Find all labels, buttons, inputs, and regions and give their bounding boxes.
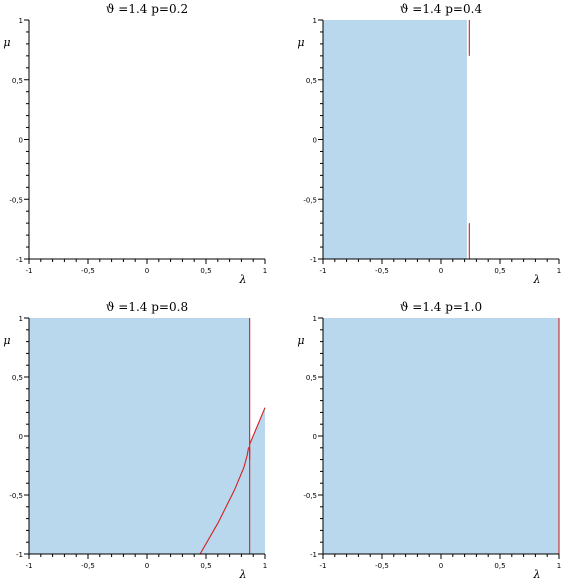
- y-tick-label: 0: [19, 137, 23, 145]
- y-tick-label: 0,5: [306, 77, 317, 85]
- y-axis-label: μ: [3, 334, 10, 347]
- x-tick-label: -0,5: [81, 267, 95, 275]
- y-tick-label: 1: [313, 17, 317, 25]
- x-axis-label: λ: [239, 273, 247, 286]
- y-axis-label: μ: [297, 36, 304, 49]
- y-tick-label: 0: [313, 433, 317, 441]
- boundary-curve: [249, 407, 266, 445]
- stable-region: [323, 318, 559, 554]
- y-tick-label: -0,5: [9, 196, 23, 204]
- y-tick-label: -0,5: [9, 492, 23, 500]
- y-tick-label: -1: [310, 256, 317, 264]
- y-axis-label: μ: [297, 334, 304, 347]
- x-tick-label: -1: [320, 562, 327, 570]
- stable-region: [29, 318, 250, 554]
- y-tick-label: 0: [313, 137, 317, 145]
- y-tick-label: 1: [19, 17, 23, 25]
- y-tick-label: 0,5: [12, 77, 23, 85]
- x-tick-label: -0,5: [375, 267, 389, 275]
- y-tick-label: 1: [19, 315, 23, 323]
- y-tick-label: 0,5: [12, 374, 23, 382]
- x-tick-label: 1: [557, 267, 561, 275]
- x-tick-label: 0,5: [200, 562, 211, 570]
- y-tick-label: 1: [313, 315, 317, 323]
- x-tick-label: -1: [320, 267, 327, 275]
- y-tick-label: -0,5: [303, 196, 317, 204]
- plot-area: [29, 20, 265, 259]
- x-axis-label: λ: [239, 568, 247, 579]
- chart-title: ϑ =1.4 p=0.4: [400, 2, 483, 16]
- x-tick-label: 0: [439, 267, 443, 275]
- y-tick-label: 0: [19, 433, 23, 441]
- y-tick-label: 0,5: [306, 374, 317, 382]
- x-tick-label: 1: [557, 562, 561, 570]
- chart-title: ϑ =1.4 p=0.8: [106, 300, 188, 314]
- x-tick-label: 0,5: [494, 267, 505, 275]
- x-tick-label: -0,5: [81, 562, 95, 570]
- y-tick-label: -1: [16, 256, 23, 264]
- chart-panel-1: -1 -0,5 0 0,5 1 1 0,5 0 -0,5 -1 ϑ =1.4 p=0.2 λ μ: [3, 2, 267, 286]
- chart-panel-3: -1 -0,5 0 0,5 1 1 0,5 0 -0,5 -1 ϑ =1.4 p=0.8 λ μ: [3, 300, 267, 581]
- chart-title: ϑ =1.4 p=0.2: [106, 2, 188, 16]
- boundary-curve: [199, 447, 251, 555]
- y-tick-label: -1: [16, 551, 23, 559]
- x-tick-label: 0: [145, 267, 149, 275]
- x-tick-label: 0,5: [200, 267, 211, 275]
- x-tick-label: -0,5: [375, 562, 389, 570]
- x-tick-label: 0: [439, 562, 443, 570]
- x-tick-label: -1: [26, 267, 33, 275]
- x-tick-label: 1: [263, 562, 267, 570]
- x-tick-label: 0: [145, 562, 149, 570]
- x-axis-label: λ: [533, 273, 541, 286]
- x-tick-label: -1: [26, 562, 33, 570]
- chart-panel-4: -1 -0,5 0 0,5 1 1 0,5 0 -0,5 -1 ϑ =1.4 p=1.0 λ μ: [297, 300, 561, 581]
- x-tick-label: 0,5: [494, 562, 505, 570]
- x-axis-label: λ: [533, 568, 541, 579]
- y-tick-label: -0,5: [303, 492, 317, 500]
- x-tick-label: 1: [263, 267, 267, 275]
- stable-region: [249, 407, 265, 554]
- y-tick-label: -1: [310, 551, 317, 559]
- stable-region: [323, 20, 467, 259]
- chart-panel-2: -1 -0,5 0 0,5 1 1 0,5 0 -0,5 -1 ϑ =1.4 p=0.4 λ μ: [297, 2, 561, 286]
- chart-title: ϑ =1.4 p=1.0: [400, 300, 482, 314]
- y-axis-label: μ: [3, 36, 10, 49]
